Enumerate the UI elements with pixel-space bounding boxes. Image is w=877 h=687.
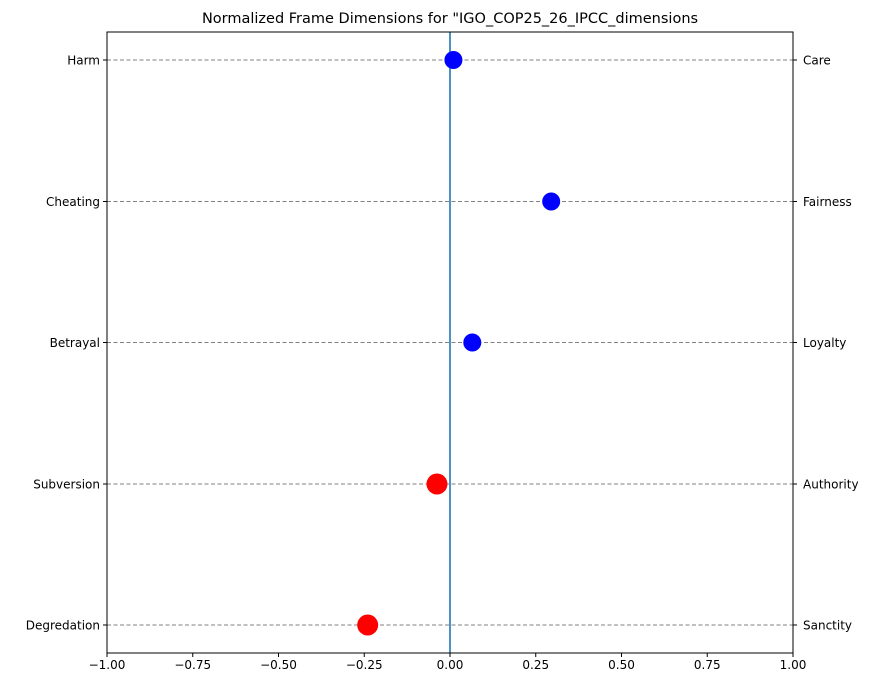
left-axis-label: Betrayal bbox=[50, 336, 100, 350]
x-axis-ticks: −1.00 −0.75 −0.50 −0.25 0.00 0.25 0.50 0.75 1.00 bbox=[89, 653, 807, 672]
data-point bbox=[463, 333, 482, 352]
data-points bbox=[357, 51, 561, 636]
right-axis-labels: Care Fairness Loyalty Authority Sanctity bbox=[793, 54, 859, 633]
chart-title: Normalized Frame Dimensions for "IGO_COP… bbox=[202, 11, 698, 27]
right-axis-label: Sanctity bbox=[803, 619, 852, 633]
data-point bbox=[444, 51, 463, 69]
left-axis-label: Subversion bbox=[33, 478, 100, 492]
x-tick-label: 0.00 bbox=[437, 658, 464, 672]
x-tick-label: 0.25 bbox=[522, 658, 549, 672]
left-axis-label: Degredation bbox=[26, 619, 100, 633]
data-point bbox=[426, 473, 448, 495]
x-tick-label: −0.25 bbox=[346, 658, 383, 672]
left-axis-label: Harm bbox=[67, 54, 100, 68]
right-axis-label: Authority bbox=[803, 478, 859, 492]
left-axis-labels: Harm Cheating Betrayal Subversion Degredatio… bbox=[26, 54, 107, 633]
x-tick-label: −1.00 bbox=[89, 658, 126, 672]
right-axis-label: Loyalty bbox=[803, 336, 846, 350]
grid-lines bbox=[107, 59, 793, 626]
data-point bbox=[542, 192, 561, 211]
x-tick-label: 0.50 bbox=[608, 658, 635, 672]
data-point bbox=[357, 614, 379, 636]
x-tick-label: 1.00 bbox=[780, 658, 807, 672]
x-tick-label: 0.75 bbox=[694, 658, 721, 672]
left-axis-label: Cheating bbox=[46, 195, 100, 209]
x-tick-label: −0.50 bbox=[260, 658, 297, 672]
right-axis-label: Care bbox=[803, 54, 831, 68]
right-axis-label: Fairness bbox=[803, 195, 852, 209]
x-tick-label: −0.75 bbox=[174, 658, 211, 672]
